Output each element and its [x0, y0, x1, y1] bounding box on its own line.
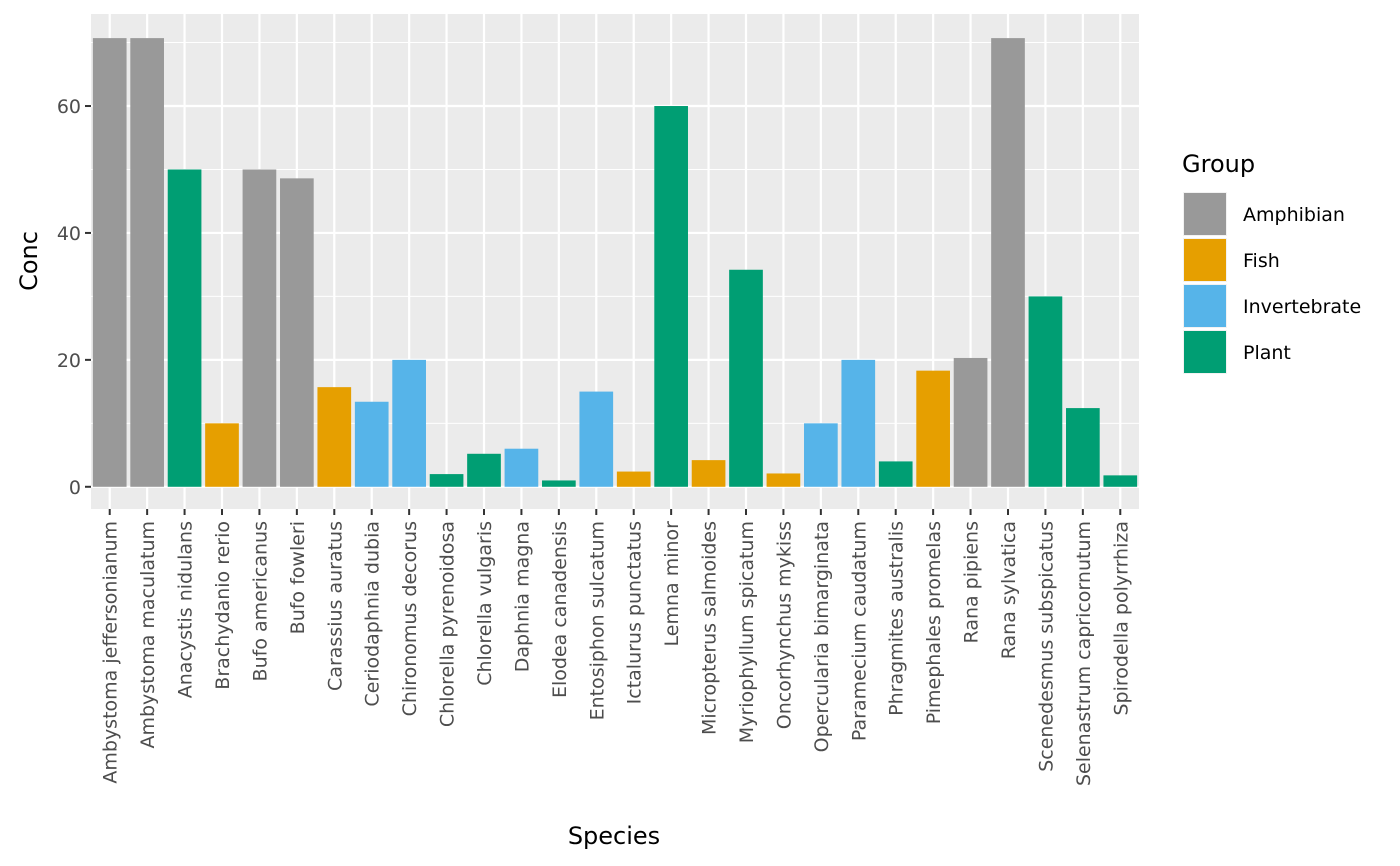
- bar: [1066, 408, 1100, 487]
- bar: [579, 391, 614, 487]
- x-tick-label: Ceriodaphnia dubia: [362, 521, 384, 707]
- y-tick-label: 20: [57, 350, 81, 372]
- bar: [1103, 475, 1138, 487]
- x-tick-label: Ictalurus punctatus: [624, 521, 646, 704]
- legend-label: Fish: [1243, 250, 1280, 272]
- x-tick-label: Phragmites australis: [886, 521, 908, 716]
- x-tick-label: Rana sylvatica: [998, 521, 1020, 659]
- x-tick-label: Opercularia bimarginata: [811, 521, 833, 752]
- x-tick-label: Ambystoma maculatum: [137, 521, 159, 749]
- bar: [467, 453, 501, 487]
- bar: [354, 401, 389, 487]
- x-tick-label: Chlorella vulgaris: [474, 521, 496, 686]
- legend-title: Group: [1182, 150, 1255, 178]
- x-tick-label: Entosiphon sulcatum: [586, 521, 608, 720]
- legend-swatch: [1184, 285, 1226, 327]
- x-tick-label: Daphnia magna: [511, 521, 533, 672]
- x-tick-label: Micropterus salmoides: [699, 521, 721, 735]
- legend-label: Invertebrate: [1243, 296, 1361, 318]
- x-tick-label: Spirodella polyrrhiza: [1110, 521, 1132, 716]
- legend-swatch: [1184, 193, 1226, 235]
- bar: [841, 359, 876, 487]
- bar: [392, 359, 426, 487]
- x-tick-label: Anacystis nidulans: [175, 521, 197, 698]
- bar: [654, 106, 688, 487]
- legend: Group Amphibian Fish Invertebrate Plant: [1182, 150, 1361, 374]
- bar: [542, 480, 576, 487]
- x-tick-label: Oncorhynchus mykiss: [773, 521, 795, 729]
- legend-label: Amphibian: [1243, 204, 1345, 226]
- axes: 0 20 40 60 Ambystoma jeffersonianum Ambystoma…: [57, 96, 1132, 786]
- bar: [729, 269, 763, 487]
- y-tick-label: 40: [57, 223, 81, 245]
- x-tick-label: Myriophyllum spicatum: [736, 521, 758, 743]
- x-tick-label: Pimephales promelas: [923, 521, 945, 724]
- bar: [130, 38, 164, 487]
- y-tick-label: 0: [69, 477, 81, 499]
- bars: [92, 38, 1138, 487]
- bar: [429, 474, 464, 487]
- bar: [804, 423, 838, 487]
- x-tick-label: Lemna minor: [661, 521, 683, 647]
- bar: [167, 169, 202, 487]
- x-tick-label: Selenastrum capricornutum: [1073, 521, 1095, 786]
- x-tick-label: Chlorella pyrenoidosa: [437, 521, 459, 727]
- x-tick-label: Scenedesmus subspicatus: [1035, 521, 1057, 772]
- bar: [916, 370, 950, 487]
- bar: [691, 460, 726, 487]
- bar: [1028, 296, 1063, 487]
- x-tick-label: Paramecium caudatum: [848, 521, 870, 741]
- bar: [317, 387, 352, 487]
- bar: [953, 357, 988, 487]
- bar: [878, 461, 913, 487]
- x-tick-label: Chironomus decorus: [399, 521, 421, 716]
- bar: [991, 38, 1025, 487]
- x-tick-label: Brachydanio rerio: [212, 521, 234, 690]
- x-tick-label: Carassius auratus: [324, 521, 346, 691]
- bar: [280, 178, 314, 487]
- bar: [205, 423, 239, 487]
- bar: [242, 169, 277, 487]
- legend-swatch: [1184, 331, 1226, 373]
- y-tick-label: 60: [57, 96, 81, 118]
- x-axis-title: Species: [568, 822, 660, 850]
- bar: [616, 471, 651, 487]
- y-axis-title: Conc: [15, 231, 43, 291]
- bar: [504, 448, 539, 487]
- x-tick-label: Bufo americanus: [249, 521, 271, 681]
- legend-label: Plant: [1243, 342, 1291, 364]
- legend-swatch: [1184, 239, 1226, 281]
- x-tick-label: Elodea canadensis: [549, 521, 571, 698]
- x-tick-label: Rana pipiens: [961, 521, 983, 643]
- bar: [766, 473, 801, 487]
- x-tick-label: Bufo fowleri: [287, 521, 309, 634]
- bar: [92, 38, 127, 487]
- x-tick-label: Ambystoma jeffersonianum: [100, 521, 122, 784]
